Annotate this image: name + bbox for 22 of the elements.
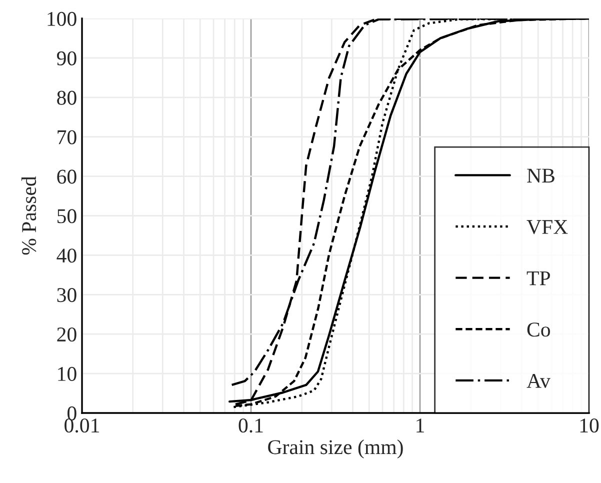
legend-label: TP xyxy=(526,271,550,286)
x-tick-label: 0.01 xyxy=(64,418,99,433)
y-tick-label: 0 xyxy=(68,406,76,420)
y-tick-label: 80 xyxy=(57,90,76,105)
y-tick-label: 50 xyxy=(58,209,76,224)
x-tick-label: 1 xyxy=(416,418,424,432)
y-tick-label: 10 xyxy=(58,366,76,381)
y-axis-title: % Passed xyxy=(21,176,36,255)
y-tick-label: 40 xyxy=(56,248,76,263)
x-tick-label: 10 xyxy=(580,418,599,433)
legend-label: Av xyxy=(526,374,550,388)
y-tick-label: 70 xyxy=(58,130,76,144)
y-tick-label: 60 xyxy=(57,170,76,184)
y-tick-label: 20 xyxy=(57,327,76,342)
x-tick-label: 0.1 xyxy=(238,418,263,433)
y-tick-label: 100 xyxy=(48,12,76,26)
legend-label: NB xyxy=(527,168,554,183)
x-axis-title: Grain size (mm) xyxy=(268,440,403,458)
legend-label: VFX xyxy=(526,220,568,234)
y-tick-label: 30 xyxy=(57,288,76,302)
legend-label: Co xyxy=(527,322,550,337)
y-tick-label: 90 xyxy=(56,51,76,66)
